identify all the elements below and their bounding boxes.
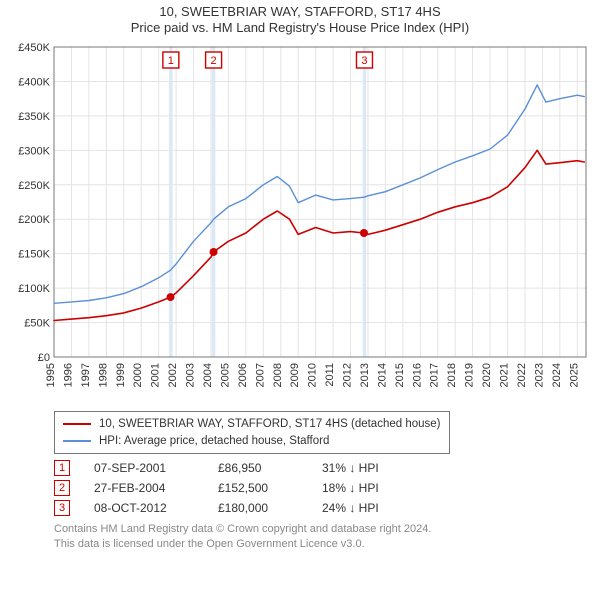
sale-row: 2 27-FEB-2004 £152,500 18% ↓ HPI <box>54 480 592 496</box>
x-tick-label: 2023 <box>533 363 545 387</box>
x-tick-label: 2024 <box>551 363 563 387</box>
legend: 10, SWEETBRIAR WAY, STAFFORD, ST17 4HS (… <box>54 411 450 454</box>
sale-diff-vs-hpi: 18% ↓ HPI <box>322 481 432 495</box>
sale-rows: 1 07-SEP-2001 £86,950 31% ↓ HPI 2 27-FEB-2004… <box>54 460 592 516</box>
legend-swatch <box>63 423 91 425</box>
y-tick-label: £200K <box>18 214 50 226</box>
y-tick-label: £50K <box>24 318 50 330</box>
sale-band <box>363 47 366 357</box>
legend-label: 10, SWEETBRIAR WAY, STAFFORD, ST17 4HS (… <box>99 416 441 433</box>
x-tick-label: 2008 <box>272 363 284 387</box>
footer-line-1: Contains HM Land Registry data © Crown c… <box>54 522 592 537</box>
sale-band-label: 3 <box>361 55 367 67</box>
x-tick-label: 2012 <box>342 363 354 387</box>
x-tick-label: 2010 <box>307 363 319 387</box>
x-tick-label: 2018 <box>446 363 458 387</box>
sale-marker <box>210 248 218 256</box>
y-tick-label: £450K <box>18 42 50 54</box>
sale-price: £152,500 <box>218 481 298 495</box>
x-tick-label: 1998 <box>97 363 109 387</box>
x-tick-label: 2016 <box>411 363 423 387</box>
x-tick-label: 2011 <box>324 363 336 387</box>
y-tick-label: £100K <box>18 283 50 295</box>
x-tick-label: 2000 <box>132 363 144 387</box>
sale-number-box: 2 <box>54 480 70 496</box>
x-tick-label: 1997 <box>80 363 92 387</box>
x-tick-label: 2002 <box>167 363 179 387</box>
sale-number-box: 1 <box>54 460 70 476</box>
chart: £0 £50K £100K £150K £200K £250K £300K £350K £400… <box>8 37 592 407</box>
y-tick-label: £300K <box>18 145 50 157</box>
sale-band <box>212 47 215 357</box>
sale-row: 3 08-OCT-2012 £180,000 24% ↓ HPI <box>54 500 592 516</box>
x-tick-label: 2009 <box>289 363 301 387</box>
x-tick-label: 1995 <box>45 363 57 387</box>
y-tick-label: £150K <box>18 249 50 261</box>
x-tick-label: 2025 <box>568 363 580 387</box>
sale-band-label: 1 <box>168 55 174 67</box>
sale-marker <box>167 293 175 301</box>
x-tick-label: 2001 <box>150 363 162 387</box>
legend-label: HPI: Average price, detached house, Staf… <box>99 433 329 450</box>
sale-band <box>169 47 172 357</box>
x-tick-label: 2007 <box>254 363 266 387</box>
x-tick-label: 2004 <box>202 363 214 387</box>
x-tick-label: 2003 <box>185 363 197 387</box>
sale-date: 08-OCT-2012 <box>94 501 194 515</box>
y-tick-label: £250K <box>18 180 50 192</box>
y-tick-label: £350K <box>18 111 50 123</box>
sale-price: £180,000 <box>218 501 298 515</box>
footer-line-2: This data is licensed under the Open Gov… <box>54 537 592 552</box>
sale-marker <box>360 229 368 237</box>
legend-swatch <box>63 440 91 442</box>
y-tick-label: £400K <box>18 76 50 88</box>
y-tick-label: £0 <box>38 352 50 364</box>
x-tick-label: 2015 <box>394 363 406 387</box>
footer: Contains HM Land Registry data © Crown c… <box>54 522 592 552</box>
x-tick-label: 2013 <box>359 363 371 387</box>
chart-subtitle: Price paid vs. HM Land Registry's House … <box>8 20 592 35</box>
sale-date: 07-SEP-2001 <box>94 461 194 475</box>
x-tick-label: 2019 <box>464 363 476 387</box>
sale-row: 1 07-SEP-2001 £86,950 31% ↓ HPI <box>54 460 592 476</box>
chart-title: 10, SWEETBRIAR WAY, STAFFORD, ST17 4HS <box>8 4 592 19</box>
x-tick-label: 2020 <box>481 363 493 387</box>
sale-band-label: 2 <box>211 55 217 67</box>
x-tick-label: 2005 <box>219 363 231 387</box>
x-tick-label: 2022 <box>516 363 528 387</box>
chart-titles: 10, SWEETBRIAR WAY, STAFFORD, ST17 4HS P… <box>8 4 592 35</box>
legend-item: HPI: Average price, detached house, Staf… <box>63 433 441 450</box>
legend-item: 10, SWEETBRIAR WAY, STAFFORD, ST17 4HS (… <box>63 416 441 433</box>
x-tick-label: 2006 <box>237 363 249 387</box>
sale-diff-vs-hpi: 31% ↓ HPI <box>322 461 432 475</box>
x-tick-label: 1999 <box>115 363 127 387</box>
sale-price: £86,950 <box>218 461 298 475</box>
x-tick-label: 1996 <box>62 363 74 387</box>
x-tick-label: 2014 <box>376 363 388 387</box>
sale-date: 27-FEB-2004 <box>94 481 194 495</box>
sale-diff-vs-hpi: 24% ↓ HPI <box>322 501 432 515</box>
sale-number-box: 3 <box>54 500 70 516</box>
x-tick-label: 2017 <box>429 363 441 387</box>
x-tick-label: 2021 <box>499 363 511 387</box>
